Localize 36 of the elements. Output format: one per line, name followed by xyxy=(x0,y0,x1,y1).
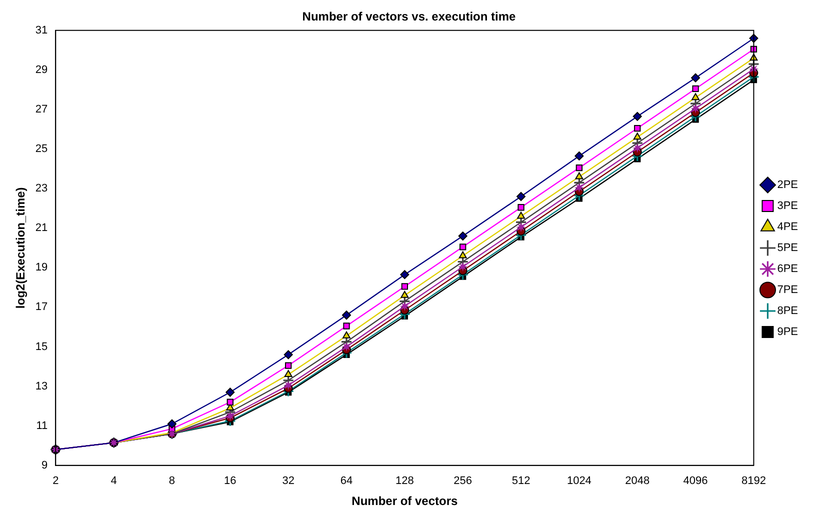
x-tick-label: 2 xyxy=(52,475,59,488)
x-tick-label: 4096 xyxy=(683,475,708,488)
x-tick-label: 8 xyxy=(168,475,176,488)
x-tick-label: 8192 xyxy=(741,475,766,488)
legend-label: 7PE xyxy=(777,284,798,296)
x-tick-label: 4 xyxy=(110,475,117,488)
legend-label: 4PE xyxy=(777,221,798,234)
y-tick-label: 19 xyxy=(35,262,48,274)
x-tick-label: 64 xyxy=(340,475,353,488)
y-tick-label: 15 xyxy=(35,340,48,353)
y-tick-label: 31 xyxy=(35,24,48,36)
x-tick-label: 16 xyxy=(224,475,236,488)
y-tick-label: 17 xyxy=(35,301,48,314)
legend-label: 2PE xyxy=(777,179,798,192)
x-tick-label: 512 xyxy=(512,475,530,488)
x-axis-title: Number of vectors xyxy=(352,494,458,508)
y-tick-label: 23 xyxy=(35,182,48,195)
x-tick-label: 32 xyxy=(282,475,294,488)
legend-label: 9PE xyxy=(777,326,798,338)
y-tick-label: 21 xyxy=(35,222,48,234)
y-tick-label: 29 xyxy=(35,64,48,76)
legend-label: 3PE xyxy=(777,200,798,212)
y-tick-label: 25 xyxy=(35,143,48,156)
y-tick-label: 27 xyxy=(35,104,48,116)
chart-title: Number of vectors vs. execution time xyxy=(302,10,516,24)
legend-label: 6PE xyxy=(777,263,798,276)
x-tick-label: 2048 xyxy=(625,475,650,488)
y-tick-label: 11 xyxy=(36,420,48,432)
y-tick-label: 13 xyxy=(35,380,48,392)
x-tick-label: 256 xyxy=(454,475,472,488)
x-tick-label: 1024 xyxy=(566,475,592,488)
y-tick-label: 9 xyxy=(42,459,48,472)
y-axis-title: log2(Execution_time) xyxy=(14,187,28,309)
legend-label: 8PE xyxy=(777,305,798,318)
x-tick-label: 128 xyxy=(395,475,414,488)
legend-label: 5PE xyxy=(777,242,798,254)
